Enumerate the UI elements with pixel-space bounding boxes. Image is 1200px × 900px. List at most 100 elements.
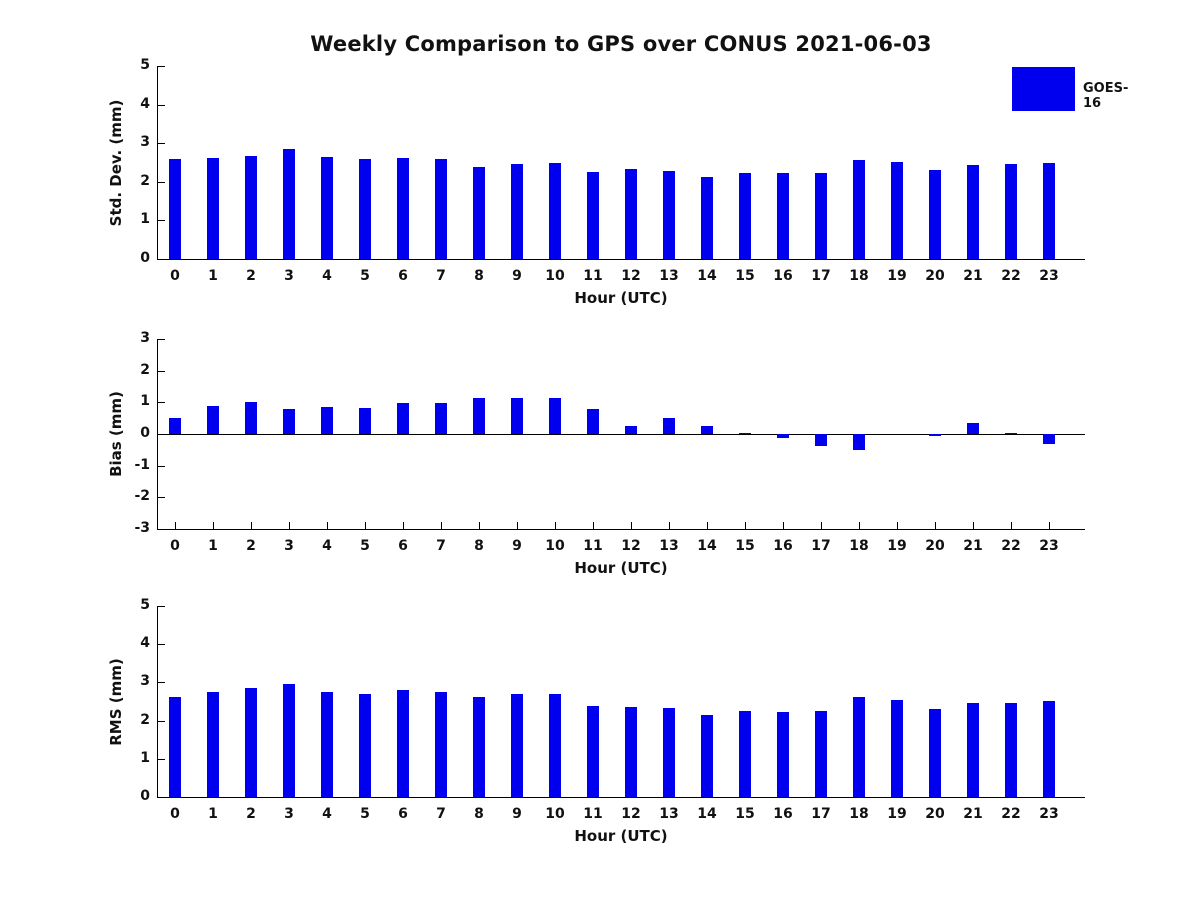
bar-bias-hour-0 [169, 417, 181, 434]
y-tick [158, 143, 165, 145]
bar-bias-hour-17 [815, 434, 827, 447]
y-tick-label: 2 [140, 172, 150, 189]
x-tick-label: 7 [436, 806, 446, 822]
x-tick-label: 20 [925, 806, 945, 822]
bar-rms-hour-19 [891, 699, 903, 797]
x-tick [1011, 522, 1012, 529]
x-tick-label: 5 [360, 538, 370, 554]
x-tick [555, 522, 556, 529]
x-tick-label: 6 [398, 538, 408, 554]
x-tick-label: 18 [849, 538, 869, 554]
bar-bias-hour-4 [321, 407, 333, 434]
x-tick-label: 19 [887, 268, 907, 284]
bar-bias-hour-13 [663, 417, 675, 434]
y-tick-label: 1 [140, 749, 150, 766]
x-tick-label: 6 [398, 268, 408, 284]
x-tick-label: 5 [360, 268, 370, 284]
x-tick-label: 9 [512, 538, 522, 554]
x-tick-label: 11 [583, 538, 603, 554]
x-tick-label: 0 [170, 268, 180, 284]
bar-bias-hour-15 [739, 432, 751, 434]
x-tick-label: 3 [284, 806, 294, 822]
bar-rms-hour-5 [359, 693, 371, 797]
x-tick [441, 522, 442, 529]
bar-std-dev-hour-6 [397, 157, 409, 259]
y-axis-line [157, 66, 158, 260]
y-tick-label: -3 [134, 520, 150, 536]
x-tick [251, 522, 252, 529]
y-tick-label: 5 [140, 597, 150, 613]
x-tick-label: 14 [697, 538, 717, 554]
bar-bias-hour-3 [283, 408, 295, 434]
y-tick-label: 0 [140, 425, 150, 441]
y-tick [158, 181, 165, 183]
y-tick [158, 402, 165, 404]
x-tick-label: 1 [208, 806, 218, 822]
bar-rms-hour-15 [739, 711, 751, 797]
x-tick-label: 2 [246, 268, 256, 284]
bar-bias-hour-9 [511, 397, 523, 434]
x-tick-label: 8 [474, 538, 484, 554]
y-tick [158, 339, 165, 340]
x-tick-label: 1 [208, 268, 218, 284]
x-tick-label: 15 [735, 806, 755, 822]
y-axis-label-rms: RMS (mm) [107, 657, 125, 746]
y-axis-line [157, 606, 158, 798]
x-tick [403, 522, 404, 529]
x-tick-label: 16 [773, 538, 793, 554]
x-tick-label: 13 [659, 806, 679, 822]
x-tick-label: 4 [322, 806, 332, 822]
x-tick-label: 19 [887, 538, 907, 554]
x-tick-label: 17 [811, 268, 831, 284]
y-tick [158, 104, 165, 106]
bar-std-dev-hour-17 [815, 173, 827, 259]
zero-line [157, 434, 1085, 435]
x-tick-label: 18 [849, 268, 869, 284]
x-tick-label: 19 [887, 806, 907, 822]
y-tick [158, 220, 165, 222]
y-tick-label: 3 [140, 134, 150, 151]
x-tick-label: 9 [512, 268, 522, 284]
bar-std-dev-hour-13 [663, 170, 675, 259]
y-tick-label: 2 [140, 361, 150, 378]
x-tick-label: 4 [322, 538, 332, 554]
x-tick-label: 7 [436, 538, 446, 554]
x-tick [479, 522, 480, 529]
x-tick-label: 8 [474, 268, 484, 284]
y-tick-label: 3 [140, 673, 150, 690]
y-tick-label: 5 [140, 57, 150, 73]
x-tick-label: 3 [284, 538, 294, 554]
x-tick-label: 3 [284, 268, 294, 284]
y-tick-label: 2 [140, 711, 150, 728]
bar-std-dev-hour-15 [739, 172, 751, 259]
bar-std-dev-hour-20 [929, 170, 941, 259]
bar-bias-hour-21 [967, 423, 979, 434]
y-tick [158, 606, 165, 607]
y-tick [158, 497, 165, 499]
y-tick-label: 4 [140, 95, 150, 112]
bar-std-dev-hour-16 [777, 173, 789, 259]
x-tick-label: 16 [773, 268, 793, 284]
y-tick-label: -1 [134, 456, 150, 473]
chart-title: Weekly Comparison to GPS over CONUS 2021… [310, 32, 932, 56]
x-tick-label: 10 [545, 268, 565, 284]
y-tick-label: 4 [140, 635, 150, 652]
x-tick [289, 522, 290, 529]
x-axis-line [157, 797, 1085, 798]
y-tick-label: 3 [140, 330, 150, 346]
x-tick-label: 10 [545, 806, 565, 822]
x-tick [897, 522, 898, 529]
x-tick-label: 18 [849, 806, 869, 822]
x-tick-label: 6 [398, 806, 408, 822]
bar-rms-hour-7 [435, 691, 447, 797]
x-tick [1049, 522, 1050, 529]
x-tick-label: 5 [360, 806, 370, 822]
bar-rms-hour-17 [815, 711, 827, 797]
bar-rms-hour-2 [245, 688, 257, 797]
x-tick-label: 21 [963, 806, 983, 822]
bar-rms-hour-13 [663, 707, 675, 797]
x-tick-label: 11 [583, 268, 603, 284]
bar-bias-hour-8 [473, 397, 485, 434]
x-tick-label: 15 [735, 538, 755, 554]
bar-bias-hour-16 [777, 434, 789, 438]
